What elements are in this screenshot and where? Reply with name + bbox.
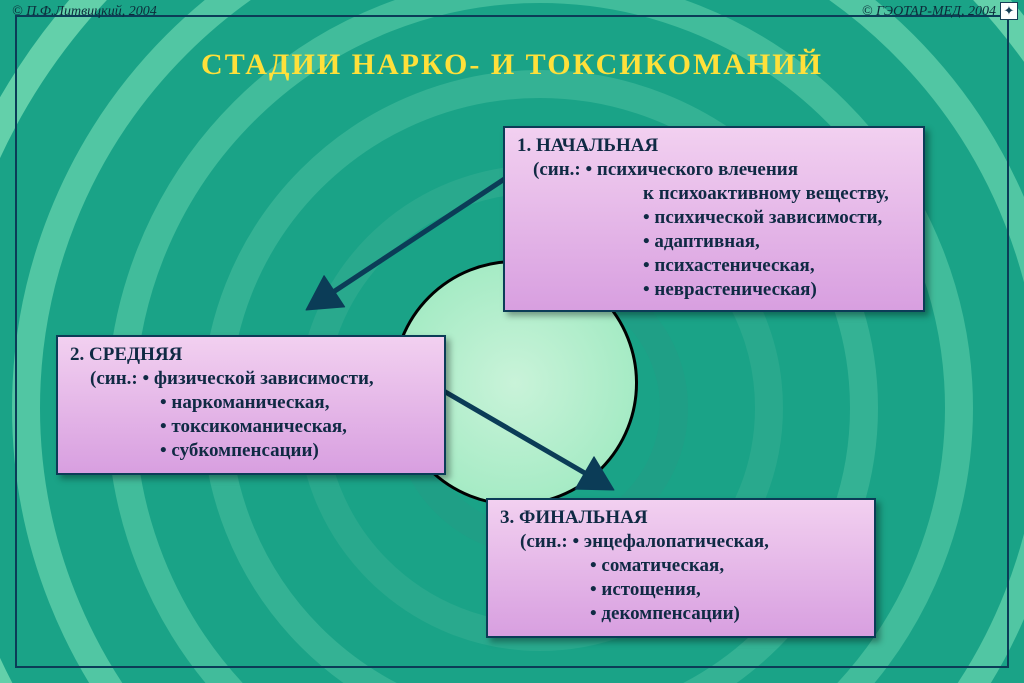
slide-root: © П.Ф.Литвицкий, 2004 © ГЭОТАР-МЕД, 2004…: [0, 0, 1024, 683]
box-item: • адаптивная,: [517, 230, 913, 254]
box-item: • декомпенсации): [500, 602, 864, 626]
box-item: к психоактивному веществу,: [517, 182, 913, 206]
box-heading: 2. СРЕДНЯЯ: [70, 343, 434, 367]
box-item: • токсикоманическая,: [70, 415, 434, 439]
box-syn-line: (син.: • психического влечения: [517, 158, 913, 182]
box-syn-line: (син.: • энцефалопатическая,: [500, 530, 864, 554]
slide-title: СТАДИИ НАРКО- И ТОКСИКОМАНИЙ: [0, 48, 1024, 82]
stage-box-2: 2. СРЕДНЯЯ(син.: • физической зависимост…: [56, 335, 446, 475]
box-item: • психической зависимости,: [517, 206, 913, 230]
box-syn-line: (син.: • физической зависимости,: [70, 367, 434, 391]
box-item: • неврастеническая): [517, 278, 913, 302]
box-item: • истощения,: [500, 578, 864, 602]
corner-icon: ✦: [1000, 2, 1018, 20]
box-heading: 1. НАЧАЛЬНАЯ: [517, 134, 913, 158]
stage-box-1: 1. НАЧАЛЬНАЯ(син.: • психического влечен…: [503, 126, 925, 312]
stage-box-3: 3. ФИНАЛЬНАЯ(син.: • энцефалопатическая,…: [486, 498, 876, 638]
copyright-right: © ГЭОТАР-МЕД, 2004: [862, 4, 996, 20]
box-heading: 3. ФИНАЛЬНАЯ: [500, 506, 864, 530]
box-item: • наркоманическая,: [70, 391, 434, 415]
box-item: • психастеническая,: [517, 254, 913, 278]
box-item: • соматическая,: [500, 554, 864, 578]
copyright-left: © П.Ф.Литвицкий, 2004: [12, 4, 157, 20]
box-item: • субкомпенсации): [70, 439, 434, 463]
